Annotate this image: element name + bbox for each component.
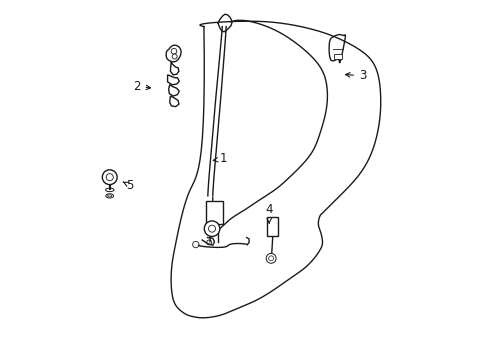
Circle shape — [204, 221, 219, 237]
Ellipse shape — [105, 188, 114, 192]
Polygon shape — [166, 45, 181, 62]
Bar — [205, 201, 222, 224]
Polygon shape — [169, 96, 179, 107]
Text: 2: 2 — [133, 80, 150, 93]
Text: 5: 5 — [123, 179, 133, 192]
Polygon shape — [168, 85, 179, 96]
Circle shape — [102, 170, 117, 185]
Polygon shape — [167, 75, 179, 85]
Circle shape — [172, 54, 177, 59]
Polygon shape — [170, 62, 179, 75]
Bar — [267, 217, 278, 237]
Polygon shape — [328, 35, 345, 63]
Ellipse shape — [105, 194, 113, 198]
Text: 4: 4 — [265, 203, 272, 223]
Circle shape — [265, 253, 276, 263]
Text: 1: 1 — [213, 152, 226, 165]
Circle shape — [192, 242, 199, 248]
Bar — [333, 54, 341, 59]
Circle shape — [171, 48, 176, 54]
Text: 3: 3 — [345, 69, 366, 82]
Circle shape — [206, 240, 211, 245]
